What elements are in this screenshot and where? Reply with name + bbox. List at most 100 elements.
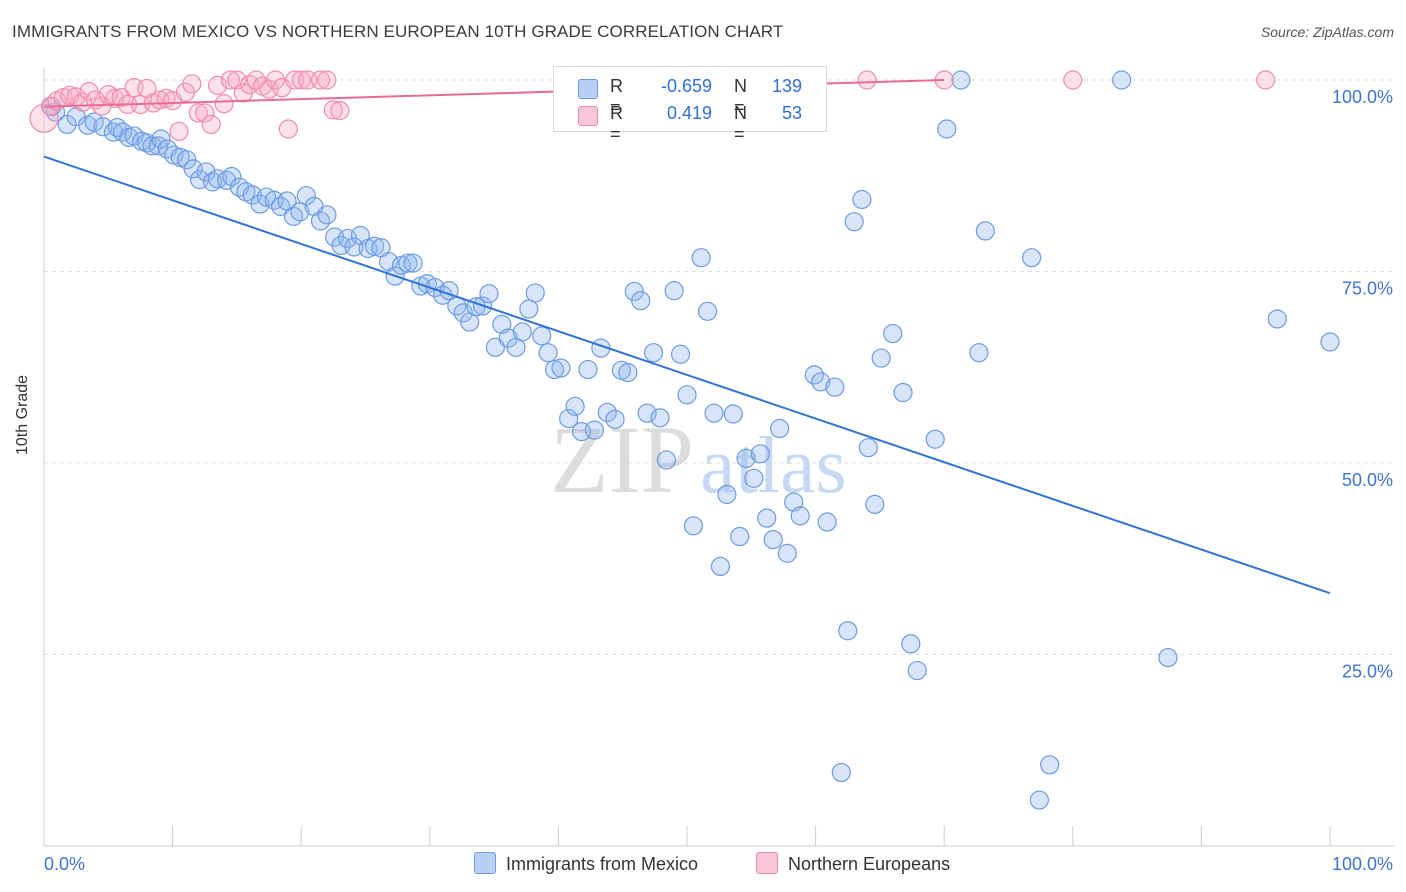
- bottom-legend-label-northern-europeans: Northern Europeans: [788, 854, 951, 874]
- data-point: [182, 74, 202, 94]
- y-tick-label: 100.0%: [1332, 87, 1393, 107]
- data-point: [364, 236, 385, 256]
- data-point: [1267, 309, 1287, 329]
- data-point: [256, 187, 277, 207]
- data-point: [637, 403, 657, 423]
- y-axis-label: 10th Grade: [14, 374, 31, 455]
- data-point: [559, 408, 579, 429]
- data-point: [151, 129, 171, 149]
- data-point: [112, 122, 133, 142]
- legend-n-label: N =: [734, 103, 747, 144]
- data-point: [951, 70, 971, 90]
- data-point: [1256, 70, 1276, 90]
- data-point: [744, 468, 764, 488]
- bottom-legend-label-mexico: Immigrants from Mexico: [506, 854, 699, 874]
- data-point: [975, 221, 995, 241]
- watermark-atlas: atlas: [700, 422, 847, 510]
- data-point: [893, 382, 913, 403]
- data-point: [1063, 70, 1083, 90]
- x-tick-label: 0.0%: [44, 854, 85, 874]
- legend-n-value: 139: [771, 76, 802, 96]
- data-point: [852, 189, 872, 210]
- data-point: [398, 253, 418, 273]
- data-point: [1040, 755, 1060, 775]
- data-point: [1029, 790, 1049, 810]
- data-point: [883, 323, 903, 344]
- chart-source: Source: ZipAtlas.com: [1260, 24, 1394, 40]
- data-point: [697, 301, 718, 321]
- data-point: [677, 385, 697, 405]
- data-point: [265, 70, 286, 90]
- data-point: [84, 112, 104, 132]
- data-point: [220, 70, 241, 90]
- legend-n-value: 53: [781, 103, 802, 123]
- legend-r-value: 0.419: [666, 103, 712, 123]
- data-point: [618, 363, 638, 383]
- y-tick-label: 25.0%: [1342, 662, 1393, 682]
- data-point: [1158, 647, 1178, 668]
- data-point: [310, 70, 331, 90]
- data-point: [1320, 332, 1340, 352]
- data-point: [137, 133, 157, 153]
- data-point: [403, 253, 423, 273]
- data-point: [584, 420, 605, 440]
- data-point: [214, 94, 234, 114]
- data-point: [597, 402, 617, 423]
- tick-labels: 100.0% 75.0% 50.0% 25.0% 0.0% 100.0%: [44, 87, 1393, 874]
- data-point: [195, 103, 215, 123]
- data-point: [757, 508, 777, 528]
- data-point: [683, 516, 704, 536]
- data-point: [650, 408, 670, 428]
- data-point: [858, 438, 878, 458]
- data-point: [479, 284, 499, 304]
- data-point: [196, 162, 216, 182]
- axes: [43, 68, 1395, 847]
- data-point: [532, 326, 552, 346]
- series-mexico-points: [42, 70, 1340, 810]
- bottom-legend-mexico: Immigrants from Mexico: [474, 852, 698, 875]
- data-point: [519, 299, 539, 319]
- data-point: [769, 418, 790, 439]
- data-point: [578, 359, 598, 380]
- legend-n-label: N =: [734, 76, 747, 117]
- bottom-legend-northern-europeans: Northern Europeans: [756, 852, 950, 875]
- data-point: [643, 343, 664, 363]
- data-point: [551, 358, 571, 378]
- data-point: [344, 237, 364, 257]
- data-point: [969, 343, 989, 363]
- data-point: [717, 484, 737, 505]
- data-point: [169, 121, 189, 141]
- data-point: [901, 634, 921, 654]
- data-point: [736, 448, 756, 469]
- data-point: [704, 403, 724, 423]
- data-point: [544, 359, 565, 380]
- legend-swatch-mexico: [578, 79, 598, 99]
- data-point: [811, 372, 831, 392]
- data-point: [777, 543, 797, 563]
- data-point: [730, 526, 750, 547]
- data-point: [425, 277, 445, 298]
- data-point: [763, 529, 783, 550]
- data-point: [857, 70, 877, 90]
- data-point: [750, 444, 770, 464]
- bottom-legend-swatch-northern-europeans: [756, 852, 778, 874]
- legend-r-label: R =: [610, 76, 623, 117]
- data-point: [723, 404, 743, 424]
- data-point: [291, 70, 311, 90]
- data-point: [1022, 248, 1042, 268]
- data-point: [817, 512, 837, 532]
- trend-line-mexico: [43, 155, 1331, 595]
- data-point: [512, 322, 532, 342]
- data-point: [664, 281, 684, 301]
- y-tick-label: 50.0%: [1342, 470, 1393, 490]
- data-point: [323, 100, 343, 120]
- data-point: [538, 343, 558, 363]
- data-point: [317, 205, 337, 225]
- data-point: [93, 117, 113, 137]
- data-point: [565, 396, 585, 416]
- data-point: [838, 621, 858, 641]
- data-point: [871, 348, 891, 368]
- data-point: [691, 248, 711, 268]
- data-point: [278, 119, 298, 139]
- data-point: [656, 450, 677, 470]
